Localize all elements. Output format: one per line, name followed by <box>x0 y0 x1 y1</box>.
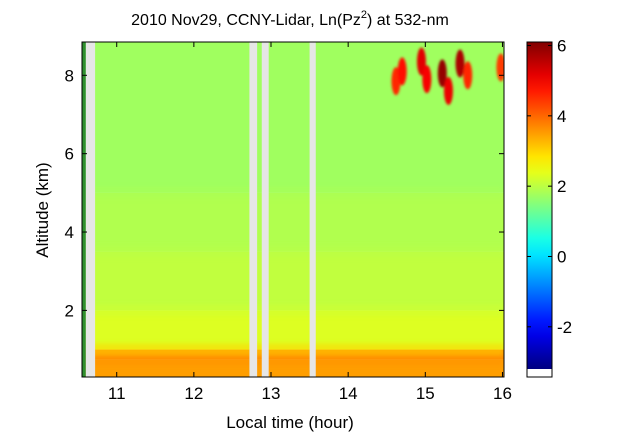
data-gap-3 <box>261 42 269 377</box>
data-gap-1 <box>85 42 96 377</box>
cloud-feature-1 <box>397 57 407 86</box>
heatmap-area <box>82 42 504 377</box>
colorbar-ticks: -2 0 2 4 6 <box>527 37 572 337</box>
data-gap-2 <box>249 42 258 377</box>
y-tick-label-1: 4 <box>65 223 74 242</box>
heatmap-band-3 <box>82 251 504 311</box>
heatmap-band-2 <box>82 310 504 350</box>
y-tick-label-2: 6 <box>65 145 74 164</box>
cloud-feature-7 <box>463 61 473 90</box>
heatmap-band-4 <box>82 192 504 252</box>
y-tick-label-3: 8 <box>65 66 74 85</box>
heatmap-band-transition-1 <box>82 343 504 356</box>
y-axis-label: Altitude (km) <box>33 162 52 257</box>
cloud-features <box>391 47 504 105</box>
cloud-feature-2 <box>416 47 426 76</box>
heatmap-band-transition-2 <box>82 304 504 317</box>
chart-title-tail: ) at 532-nm <box>367 12 449 29</box>
x-tick-label-4: 15 <box>416 384 435 403</box>
cloud-feature-4 <box>437 59 447 88</box>
heatmap-band-transition-3 <box>82 245 504 258</box>
x-tick-label-2: 13 <box>262 384 281 403</box>
x-axis-label: Local time (hour) <box>226 413 354 432</box>
y-tick-label-0: 2 <box>65 301 74 320</box>
heatmap-band-5 <box>82 42 504 193</box>
colorbar: -2 0 2 4 6 <box>526 37 572 378</box>
data-gap-0 <box>82 42 86 377</box>
x-axis-ticks: 11 12 13 14 15 16 <box>108 42 512 403</box>
cloud-feature-6 <box>455 49 465 78</box>
x-tick-label-3: 14 <box>339 384 358 403</box>
colorbar-tick-label-4: 6 <box>557 37 566 56</box>
colorbar-tick-label-1: 0 <box>557 247 566 266</box>
colorbar-tick-label-0: -2 <box>557 318 572 337</box>
plot-frame <box>81 41 505 378</box>
x-tick-label-0: 11 <box>108 384 126 403</box>
heatmap-bands <box>82 42 504 377</box>
colorbar-tick-label-2: 2 <box>557 177 566 196</box>
heatmap-band-transition-0 <box>82 353 504 366</box>
heatmap-band-transition-4 <box>82 186 504 199</box>
cloud-feature-5 <box>443 76 453 105</box>
cloud-feature-8 <box>496 53 504 82</box>
data-gap-4 <box>309 42 316 377</box>
cloud-feature-3 <box>422 65 432 94</box>
data-gaps <box>82 42 316 377</box>
x-tick-label-1: 12 <box>184 384 203 403</box>
chart-title-sup: 2 <box>361 9 367 21</box>
chart-title-main: 2010 Nov29, CCNY-Lidar, Ln(Pz <box>131 12 361 29</box>
colorbar-gradient <box>527 42 552 369</box>
x-tick-label-5: 16 <box>493 384 512 403</box>
colorbar-tick-label-3: 4 <box>557 107 566 126</box>
y-axis-ticks: 2 4 6 8 <box>65 66 504 320</box>
chart-title: 2010 Nov29, CCNY-Lidar, Ln(Pz2) at 532-n… <box>131 9 449 29</box>
colorbar-frame <box>526 41 553 378</box>
